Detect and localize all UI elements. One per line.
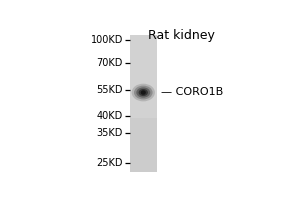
Text: 100KD: 100KD (91, 35, 123, 45)
Text: 55KD: 55KD (96, 85, 123, 95)
Text: Rat kidney: Rat kidney (148, 29, 215, 42)
Text: 35KD: 35KD (97, 128, 123, 138)
Ellipse shape (134, 86, 153, 99)
Text: 40KD: 40KD (97, 111, 123, 121)
Ellipse shape (136, 87, 150, 98)
Text: 25KD: 25KD (96, 158, 123, 168)
Ellipse shape (139, 89, 148, 96)
Bar (130, 118, 157, 172)
Ellipse shape (141, 90, 146, 95)
Bar (130, 35, 157, 172)
Text: 70KD: 70KD (97, 58, 123, 68)
Ellipse shape (132, 84, 155, 101)
Text: — CORO1B: — CORO1B (161, 87, 224, 97)
